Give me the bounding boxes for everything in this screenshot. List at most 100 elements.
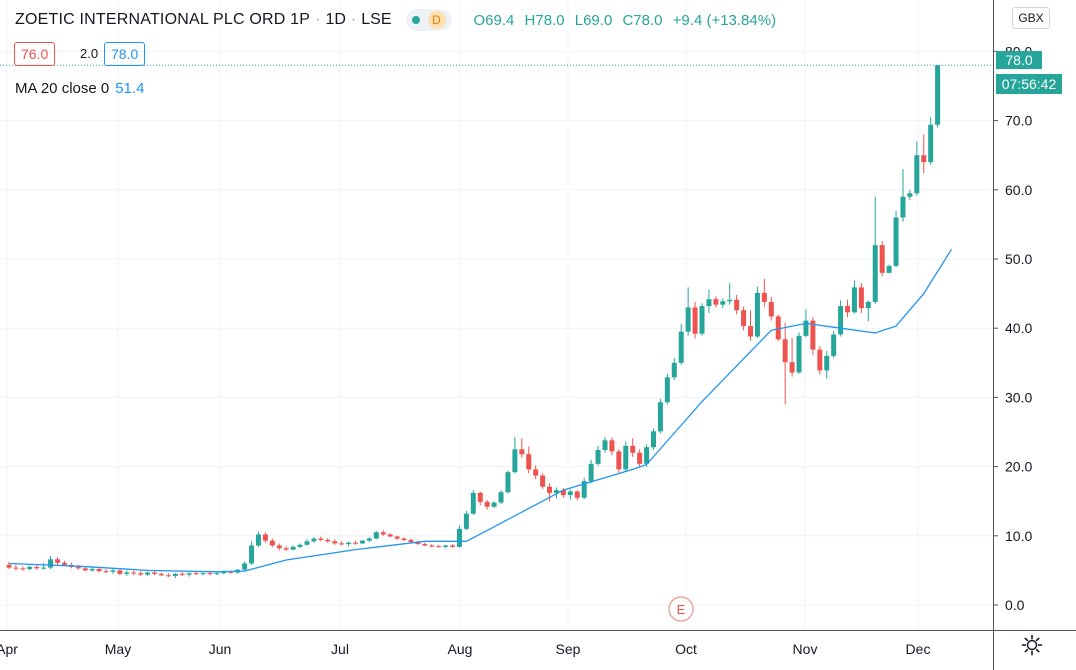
- market-status-badge[interactable]: D: [406, 9, 452, 31]
- candle-body: [478, 493, 483, 502]
- candle-body: [110, 570, 115, 571]
- candle-body: [499, 492, 504, 502]
- bid-price-button[interactable]: 76.0: [14, 42, 55, 66]
- candle-body: [713, 299, 718, 305]
- candle-body: [693, 307, 698, 333]
- x-tick-label: Jul: [331, 641, 349, 657]
- gear-icon[interactable]: [1020, 633, 1044, 657]
- candle-body: [623, 446, 628, 470]
- candle-body: [464, 514, 469, 529]
- y-tick-label: 70.0: [1005, 113, 1032, 129]
- candle-body: [436, 546, 441, 547]
- candle-body: [173, 574, 178, 576]
- candle-body: [831, 334, 836, 355]
- candle-body: [422, 544, 427, 545]
- candle-body: [20, 568, 25, 569]
- candle-body: [519, 449, 524, 454]
- ma-20-line: [9, 249, 952, 572]
- candle-body: [838, 306, 843, 334]
- candle-body: [783, 339, 788, 362]
- candle-body: [402, 539, 407, 540]
- candle-body: [429, 545, 434, 546]
- spread-value: 2.0: [74, 43, 104, 65]
- candle-body: [471, 493, 476, 514]
- candle-body: [159, 574, 164, 575]
- symbol-title[interactable]: ZOETIC INTERNATIONAL PLC ORD 1P: [15, 11, 310, 29]
- candle-body: [83, 568, 88, 570]
- candle-body: [214, 573, 219, 574]
- ask-price-button[interactable]: 78.0: [104, 42, 145, 66]
- ohlc-low: L69.0: [575, 12, 613, 29]
- candle-body: [575, 492, 580, 498]
- candle-body: [284, 548, 289, 549]
- candle-body: [457, 529, 462, 547]
- candle-body: [700, 306, 705, 334]
- candle-body: [762, 293, 767, 302]
- candle-body: [485, 502, 490, 507]
- candle-body: [131, 572, 136, 573]
- ohlc-close: C78.0: [622, 12, 662, 29]
- candle-body: [97, 569, 102, 571]
- interval-label[interactable]: 1D: [325, 11, 345, 29]
- candle-body: [207, 573, 212, 574]
- x-tick-label: Oct: [675, 641, 697, 657]
- price-chart[interactable]: 0.010.020.030.040.050.060.070.080.0AprMa…: [0, 0, 1076, 670]
- bar-countdown-tag: 07:56:42: [996, 74, 1062, 94]
- candle-body: [304, 541, 309, 544]
- ohlc-high: H78.0: [525, 12, 565, 29]
- candle-body: [48, 559, 53, 567]
- candle-body: [672, 363, 677, 378]
- candle-body: [665, 377, 670, 402]
- candle-body: [880, 245, 885, 273]
- candle-body: [201, 573, 206, 574]
- candle-body: [894, 217, 899, 265]
- ma-indicator-legend[interactable]: MA 20 close 0 51.4: [15, 80, 144, 97]
- x-tick-label: Apr: [0, 641, 18, 657]
- candle-body: [90, 569, 95, 570]
- candle-body: [720, 301, 725, 304]
- candle-body: [637, 453, 642, 464]
- candle-body: [609, 440, 614, 451]
- earnings-marker-label: E: [677, 602, 686, 617]
- candle-body: [270, 541, 275, 546]
- delayed-data-icon: D: [428, 11, 446, 29]
- candle-body: [395, 536, 400, 538]
- y-tick-label: 30.0: [1005, 389, 1032, 405]
- candle-body: [41, 568, 46, 569]
- candle-body: [263, 534, 268, 540]
- candle-body: [873, 245, 878, 302]
- candle-body: [817, 350, 822, 371]
- market-open-dot-icon: [412, 16, 420, 24]
- candle-body: [866, 302, 871, 308]
- candle-body: [388, 534, 393, 536]
- candle-body: [311, 539, 316, 542]
- candle-body: [596, 450, 601, 464]
- candle-body: [277, 545, 282, 548]
- currency-button[interactable]: GBX: [1012, 7, 1050, 29]
- candle-body: [769, 302, 774, 317]
- candle-body: [13, 568, 18, 569]
- candle-body: [138, 573, 143, 574]
- candle-body: [367, 539, 372, 541]
- x-tick-label: Nov: [793, 641, 818, 657]
- candle-body: [686, 307, 691, 331]
- candle-body: [859, 287, 864, 308]
- candle-body: [353, 543, 358, 544]
- candle-body: [145, 572, 150, 574]
- candle-body: [644, 447, 649, 464]
- candle-body: [852, 287, 857, 312]
- candle-body: [755, 293, 760, 337]
- candle-body: [797, 336, 802, 373]
- candle-body: [381, 532, 386, 534]
- candle-body: [7, 565, 12, 568]
- candle-body: [55, 559, 60, 562]
- candle-body: [616, 451, 621, 469]
- y-tick-label: 40.0: [1005, 320, 1032, 336]
- candle-body: [900, 197, 905, 218]
- ohlc-open: O69.4: [474, 12, 515, 29]
- ohlc-values: O69.4 H78.0 L69.0 C78.0 +9.4 (+13.84%): [474, 12, 777, 29]
- candle-body: [547, 487, 552, 493]
- candle-body: [727, 300, 732, 301]
- y-tick-label: 60.0: [1005, 182, 1032, 198]
- candle-body: [741, 310, 746, 326]
